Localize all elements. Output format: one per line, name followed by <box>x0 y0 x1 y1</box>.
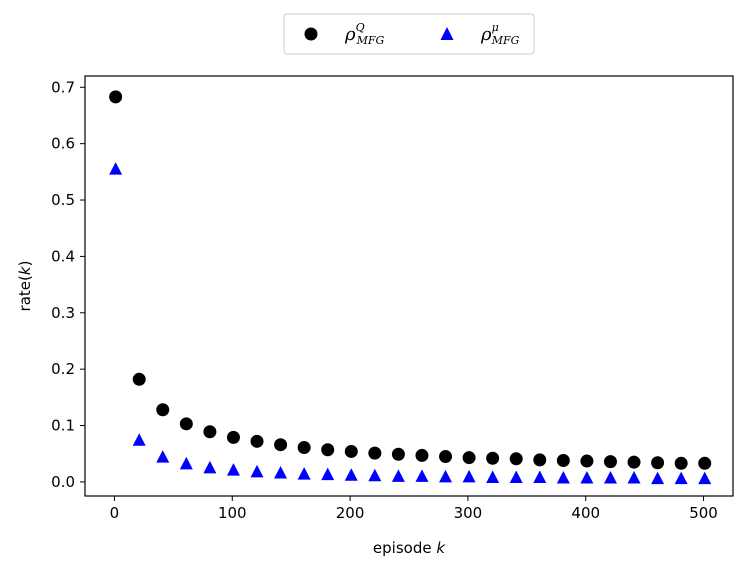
data-point-rho-q <box>250 434 264 448</box>
data-point-rho-mu <box>462 469 476 483</box>
x-tick-label: 300 <box>454 504 483 522</box>
data-point-rho-mu <box>556 471 570 484</box>
data-point-rho-q <box>109 90 123 104</box>
x-tick-label: 500 <box>689 504 718 522</box>
data-point-rho-mu <box>179 456 193 470</box>
data-point-rho-mu <box>603 471 617 484</box>
x-tick-label: 100 <box>218 504 247 522</box>
data-point-rho-mu <box>627 471 641 484</box>
data-point-rho-q <box>651 456 665 470</box>
data-point-rho-q <box>674 456 688 470</box>
legend-label-rho-mu: ρμ MFG <box>480 21 520 47</box>
legend-marker-triangle <box>440 27 454 40</box>
y-tick-label: 0.1 <box>51 417 75 435</box>
data-point-rho-q <box>486 451 500 465</box>
data-point-rho-mu <box>580 471 594 484</box>
data-point-rho-q <box>603 455 617 469</box>
y-tick-label: 0.0 <box>51 473 75 491</box>
legend-box <box>283 13 535 55</box>
data-point-rho-q <box>203 425 217 439</box>
data-point-rho-mu <box>132 433 146 446</box>
data-point-rho-q <box>274 438 288 452</box>
y-tick-label: 0.3 <box>51 304 75 322</box>
data-point-rho-mu <box>203 460 217 474</box>
data-point-rho-q <box>439 450 453 464</box>
data-point-rho-mu <box>226 463 240 476</box>
x-axis-title: episode k <box>373 539 446 557</box>
data-point-rho-q <box>297 441 311 455</box>
legend: ρQ MFG ρμ MFG <box>283 13 535 55</box>
data-point-rho-q <box>509 452 523 466</box>
x-tick-label: 200 <box>336 504 365 522</box>
data-point-rho-mu <box>109 162 123 175</box>
data-point-rho-mu <box>533 470 547 483</box>
data-point-rho-q <box>132 372 146 386</box>
data-point-rho-mu <box>391 469 405 482</box>
y-axis-title: rate(k) <box>16 261 34 312</box>
legend-label-rho-q: ρQ MFG <box>344 21 385 47</box>
plot-frame <box>84 75 734 497</box>
data-point-rho-mu <box>321 467 335 481</box>
data-point-rho-mu <box>486 470 500 483</box>
data-point-rho-mu <box>344 468 358 481</box>
y-axis: 0.0 0.1 0.2 0.3 0.4 0.5 0.6 0.7 <box>51 78 85 491</box>
y-tick-label: 0.4 <box>51 247 75 265</box>
data-point-rho-mu <box>674 471 688 485</box>
series-rho-q <box>109 90 712 470</box>
data-point-rho-mu <box>509 470 523 483</box>
data-point-rho-q <box>533 453 547 467</box>
data-point-rho-q <box>580 454 594 468</box>
y-tick-label: 0.6 <box>51 135 75 153</box>
data-point-rho-q <box>179 417 193 431</box>
data-point-rho-q <box>556 453 570 467</box>
data-point-rho-q <box>391 447 405 461</box>
data-point-rho-q <box>226 430 240 444</box>
data-point-rho-mu <box>250 464 264 478</box>
x-tick-label: 400 <box>571 504 600 522</box>
data-point-rho-q <box>415 448 429 462</box>
data-point-rho-q <box>462 451 476 465</box>
series-rho-mu <box>109 162 712 485</box>
y-tick-label: 0.5 <box>51 191 75 209</box>
data-point-rho-q <box>156 403 170 417</box>
data-point-rho-mu <box>415 469 429 482</box>
data-point-rho-q <box>698 456 712 470</box>
x-axis: 0 100 200 300 400 500 <box>110 496 718 522</box>
data-point-rho-mu <box>698 471 712 485</box>
data-point-rho-mu <box>368 468 382 482</box>
data-point-rho-q <box>344 444 358 458</box>
data-point-rho-mu <box>439 469 453 483</box>
data-point-rho-mu <box>297 467 311 480</box>
y-tick-label: 0.7 <box>51 78 75 96</box>
data-point-rho-q <box>368 446 382 460</box>
data-point-rho-mu <box>156 450 170 463</box>
data-point-rho-mu <box>274 465 288 479</box>
legend-marker-circle <box>304 27 318 41</box>
y-tick-label: 0.2 <box>51 360 75 378</box>
data-point-rho-q <box>627 455 641 469</box>
data-point-rho-q <box>321 443 335 457</box>
data-point-rho-mu <box>651 471 665 485</box>
x-tick-label: 0 <box>110 504 120 522</box>
